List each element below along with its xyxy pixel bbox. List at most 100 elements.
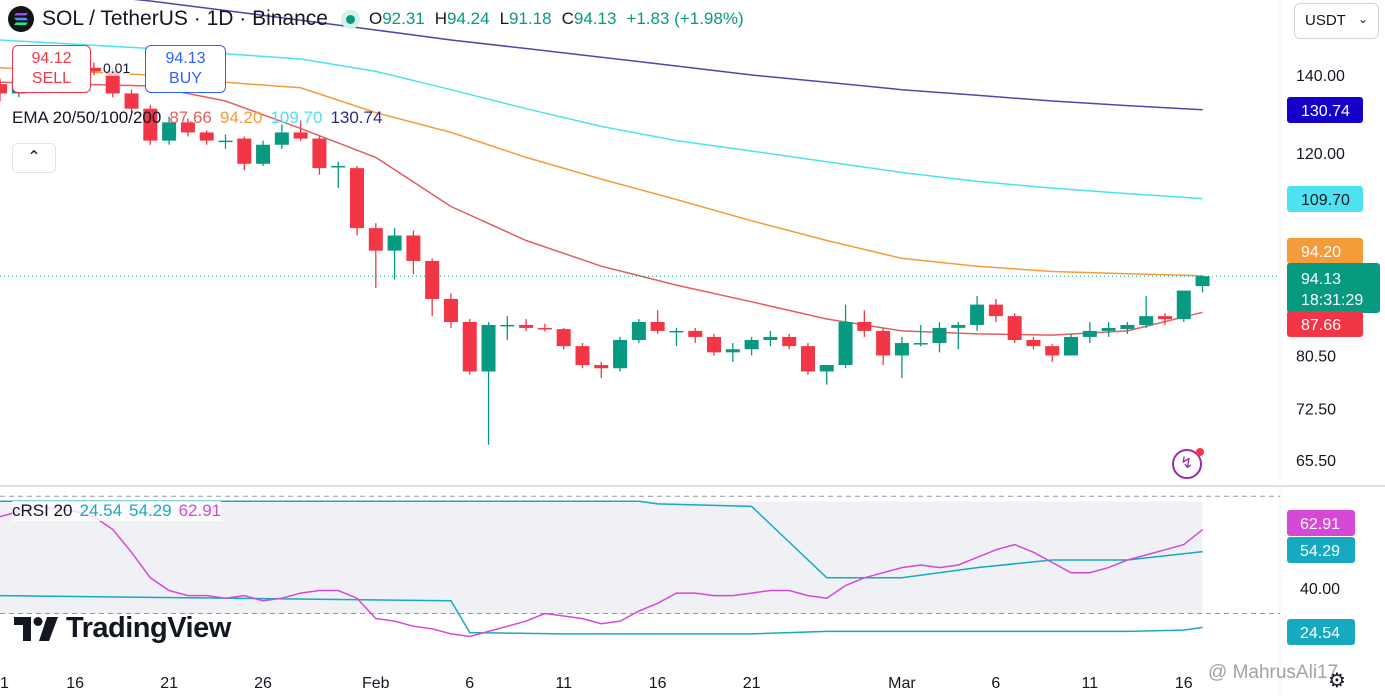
candle-body — [894, 343, 909, 356]
currency-selector[interactable]: USDT ⌄ — [1294, 3, 1379, 39]
price-label-109-70: 109.70 — [1287, 186, 1363, 212]
symbol-header[interactable]: SOL / TetherUS · 1D · Binance O92.31 H94… — [8, 6, 744, 32]
currency-label: USDT — [1305, 12, 1346, 29]
candle — [406, 230, 421, 275]
candle-body — [425, 260, 440, 299]
candle — [1007, 313, 1022, 344]
tradingview-logo[interactable]: TradingView — [14, 612, 231, 645]
candle — [1157, 313, 1172, 325]
candle-body — [1157, 316, 1172, 320]
buy-button[interactable]: 94.13 BUY — [145, 45, 226, 93]
spread-value: 0.01 — [103, 60, 131, 76]
change-value: +1.83 (+1.98%) — [626, 9, 744, 28]
crsi-lower-value: 24.54 — [79, 501, 123, 520]
price-tick-label: 72.50 — [1296, 402, 1336, 419]
candle — [1195, 275, 1210, 293]
candle — [857, 310, 872, 337]
candle — [613, 336, 628, 372]
candle-body — [1045, 346, 1060, 356]
candle-body — [556, 329, 571, 347]
candle — [0, 78, 7, 101]
candle — [462, 319, 477, 375]
candle — [631, 319, 646, 344]
sell-label: SELL — [31, 70, 72, 87]
candle — [688, 327, 703, 344]
candle-body — [613, 339, 628, 369]
candle — [293, 120, 308, 141]
collapse-legend-button[interactable]: ⌃ — [12, 143, 56, 173]
candle — [913, 324, 928, 347]
candle — [1064, 333, 1079, 356]
candle — [124, 89, 139, 113]
candle — [970, 296, 985, 331]
sell-button[interactable]: 94.12 SELL — [12, 45, 91, 93]
settings-icon[interactable]: ⚙ — [1328, 670, 1346, 692]
candle — [1120, 321, 1135, 334]
candle — [838, 304, 853, 369]
candle — [519, 319, 534, 331]
time-axis-label: 16 — [66, 675, 84, 692]
candle-body — [0, 84, 7, 94]
candle — [256, 140, 271, 166]
candle-body — [913, 343, 928, 345]
candle-body — [1007, 316, 1022, 340]
low-label: L — [499, 9, 510, 28]
crsi-label-bg — [1287, 510, 1355, 536]
crsi-upper-value: 62.91 — [178, 501, 222, 520]
candle-body — [406, 235, 421, 261]
crsi-tick-label: 40.00 — [1300, 581, 1340, 598]
candle-body — [744, 339, 759, 350]
tradingview-logo-text: TradingView — [66, 612, 231, 644]
candle — [782, 333, 797, 350]
candle — [951, 321, 966, 350]
candle-body — [782, 336, 797, 347]
candle — [368, 223, 383, 288]
buy-label: BUY — [169, 70, 202, 87]
market-open-indicator — [345, 14, 355, 24]
candle — [331, 161, 346, 189]
candle — [500, 316, 515, 340]
candle-body — [688, 330, 703, 337]
candle-body — [951, 324, 966, 328]
candle — [800, 343, 815, 375]
candle — [594, 361, 609, 379]
ema-line-ema50 — [0, 67, 1203, 277]
candle — [744, 336, 759, 356]
candle — [481, 321, 496, 445]
candle — [537, 323, 552, 332]
price-label-94-13: 94.13 18:31:29 — [1287, 263, 1380, 313]
price-label-bg — [1287, 263, 1380, 313]
candle-body — [312, 138, 327, 169]
crsi-middle-value: 54.29 — [129, 501, 172, 520]
candle-body — [199, 132, 214, 141]
candle-body — [331, 165, 346, 168]
candle-body — [218, 140, 233, 143]
candle — [707, 333, 722, 356]
flash-icon[interactable]: ↯ — [1172, 448, 1204, 479]
candle — [932, 321, 947, 353]
sell-price: 94.12 — [31, 50, 72, 67]
crsi-label-bg — [1287, 537, 1355, 563]
candle — [274, 124, 289, 149]
candle — [443, 293, 458, 328]
candle-body — [631, 321, 646, 340]
high-label: H — [434, 9, 448, 28]
candle — [725, 343, 740, 362]
ema-legend[interactable]: EMA 20/50/100/200 87.66 94.20 109.70 130… — [12, 108, 382, 128]
candle — [237, 136, 252, 171]
candle-body — [180, 122, 195, 133]
crsi-label-text: 24.54 — [1300, 625, 1340, 642]
countdown-text: 18:31:29 — [1301, 292, 1363, 309]
price-tick-label: 120.00 — [1296, 146, 1345, 163]
price-label-bg — [1287, 97, 1363, 123]
ema20-value: 87.66 — [169, 108, 212, 127]
candle — [143, 104, 158, 145]
watermark: @ MahrusAli17 — [1208, 662, 1339, 683]
candle-body — [462, 321, 477, 372]
candle-body — [162, 122, 177, 141]
time-axis-label: 11 — [1082, 675, 1099, 692]
symbol-title[interactable]: SOL / TetherUS · 1D · Binance — [42, 7, 328, 30]
candle-body — [274, 132, 289, 145]
crsi-legend[interactable]: cRSI 20 24.54 54.29 62.91 — [12, 501, 222, 521]
